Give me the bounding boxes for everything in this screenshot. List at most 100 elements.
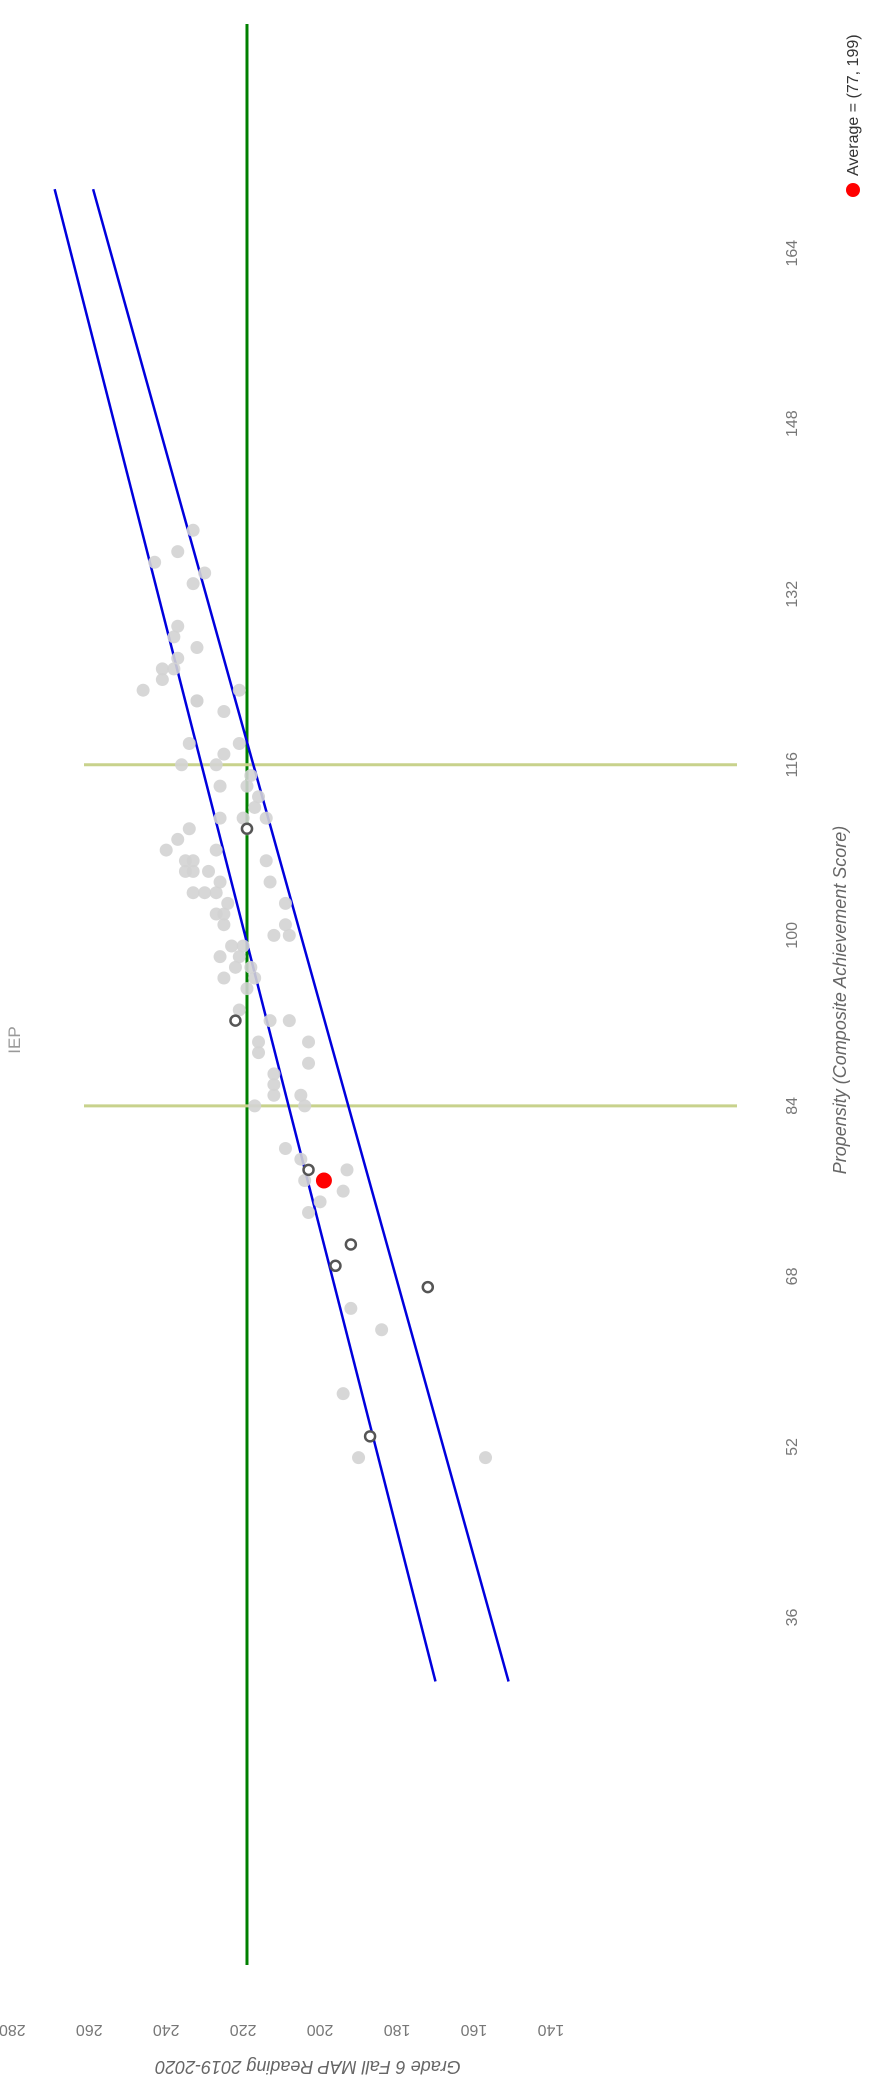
data-point xyxy=(252,1046,266,1060)
y-tick-label: 240 xyxy=(153,2021,180,2038)
data-point xyxy=(217,971,231,985)
legend: Average = (77, 199) xyxy=(845,34,862,197)
data-point xyxy=(298,1174,312,1188)
data-point-hollow xyxy=(329,1259,342,1273)
data-points xyxy=(136,523,493,1465)
data-point xyxy=(202,864,216,878)
data-point xyxy=(278,918,292,932)
x-tick-label: 52 xyxy=(784,1438,801,1456)
data-point xyxy=(479,1451,493,1465)
data-point xyxy=(232,736,246,750)
data-point xyxy=(175,758,189,772)
y-axis-title-group: Grade 6 Fall MAP Reading 2019-2020 xyxy=(155,2057,461,2077)
band-lower-line xyxy=(91,188,510,1682)
data-point xyxy=(171,651,185,665)
data-point xyxy=(225,939,239,953)
data-point xyxy=(217,747,231,761)
data-point xyxy=(213,875,227,889)
data-point xyxy=(294,1152,308,1166)
data-point-hollow xyxy=(229,1014,242,1027)
data-point xyxy=(282,1014,296,1028)
x-tick-labels: 36 52 68 84 100 116 132 148 164 xyxy=(784,240,801,1627)
x-tick-label: 164 xyxy=(784,240,801,267)
data-point xyxy=(375,1323,389,1337)
data-point xyxy=(186,886,200,900)
data-point xyxy=(167,662,181,676)
data-point xyxy=(259,854,273,868)
y-tick-label: 160 xyxy=(461,2021,488,2038)
data-point xyxy=(263,1014,277,1028)
data-point xyxy=(298,1099,312,1113)
data-point xyxy=(259,811,273,825)
data-point xyxy=(136,683,150,697)
data-point xyxy=(167,630,181,644)
data-point xyxy=(209,758,223,772)
data-point xyxy=(190,641,204,655)
data-point xyxy=(213,779,227,793)
data-point xyxy=(302,1056,316,1070)
data-point xyxy=(198,886,212,900)
data-point xyxy=(248,971,262,985)
data-point xyxy=(294,1088,308,1102)
data-point xyxy=(171,619,185,633)
chart-title-group: IEP xyxy=(5,1026,24,1053)
data-point-hollow xyxy=(363,1430,377,1443)
data-point xyxy=(336,1387,350,1401)
x-tick-label: 68 xyxy=(784,1267,801,1285)
data-point-hollow xyxy=(344,1238,358,1251)
data-point xyxy=(232,950,246,964)
band-upper-line xyxy=(53,188,437,1682)
data-point xyxy=(340,1163,354,1177)
x-tick-label: 100 xyxy=(784,922,801,949)
data-point xyxy=(178,864,192,878)
reference-lines xyxy=(53,24,737,1965)
data-point xyxy=(252,1035,266,1049)
y-tick-label: 140 xyxy=(537,2021,564,2038)
x-tick-label: 132 xyxy=(784,581,801,608)
data-point xyxy=(278,896,292,910)
chart-title: IEP xyxy=(5,1026,24,1053)
data-point xyxy=(217,705,231,719)
data-point xyxy=(302,1205,316,1219)
y-axis-title: Grade 6 Fall MAP Reading 2019-2020 xyxy=(155,2057,461,2077)
legend-label: Average = (77, 199) xyxy=(845,34,862,176)
x-axis-title-group: Propensity (Composite Achievement Score) xyxy=(830,826,850,1174)
data-point xyxy=(182,736,196,750)
data-point xyxy=(178,854,192,868)
x-tick-label: 116 xyxy=(784,752,801,778)
data-point xyxy=(171,832,185,846)
y-tick-labels: 140 160 180 200 220 240 260 280 xyxy=(0,2021,564,2038)
data-point xyxy=(248,1099,262,1113)
legend-marker xyxy=(846,183,860,197)
data-point xyxy=(236,811,250,825)
x-tick-label: 148 xyxy=(784,410,801,437)
y-tick-label: 260 xyxy=(76,2021,103,2038)
data-point xyxy=(148,555,162,569)
data-point xyxy=(232,683,246,697)
x-tick-label: 84 xyxy=(784,1097,801,1115)
data-point xyxy=(267,1088,281,1102)
data-point xyxy=(282,928,296,942)
data-point xyxy=(155,673,169,687)
data-point xyxy=(263,875,277,889)
data-point xyxy=(209,886,223,900)
data-point xyxy=(209,843,223,857)
data-point xyxy=(267,928,281,942)
data-point xyxy=(186,523,200,537)
data-point xyxy=(236,939,250,953)
data-point xyxy=(198,566,212,580)
y-tick-label: 180 xyxy=(384,2021,411,2038)
data-point xyxy=(213,811,227,825)
data-point xyxy=(244,768,258,782)
x-tick-label: 36 xyxy=(784,1609,801,1627)
y-tick-label: 220 xyxy=(230,2021,257,2038)
data-point xyxy=(213,950,227,964)
data-point xyxy=(302,1035,316,1049)
data-point xyxy=(352,1451,366,1465)
y-tick-label: 280 xyxy=(0,2021,26,2038)
data-point xyxy=(278,1142,292,1156)
data-point xyxy=(186,577,200,591)
data-point xyxy=(313,1195,327,1209)
data-point xyxy=(232,1003,246,1017)
